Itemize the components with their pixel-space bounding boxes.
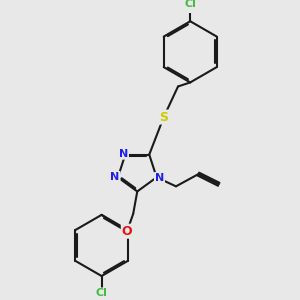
Text: S: S [159,111,168,124]
Text: N: N [119,149,128,159]
Text: Cl: Cl [96,288,107,298]
Text: Cl: Cl [184,0,196,9]
Text: O: O [122,225,132,238]
Text: N: N [155,173,164,183]
Text: N: N [110,172,120,182]
